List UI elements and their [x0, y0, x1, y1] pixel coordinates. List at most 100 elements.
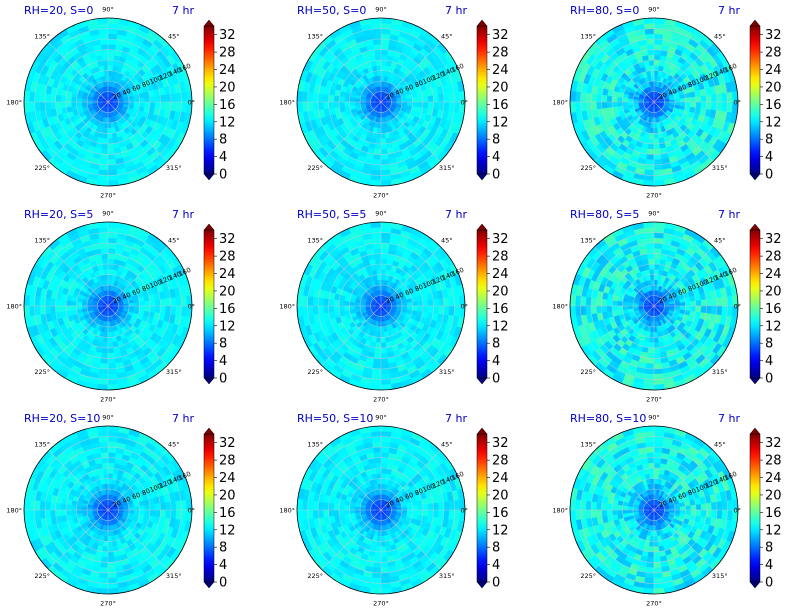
- heatmap-cell: [81, 98, 88, 103]
- heatmap-cell: [307, 92, 314, 103]
- heatmap-cell: [417, 101, 424, 108]
- heatmap-cell: [396, 101, 403, 105]
- angle-tick-label: 270°: [100, 395, 116, 403]
- heatmap-cell: [354, 302, 361, 307]
- heatmap-cell: [60, 101, 67, 109]
- panel-time: 7 hr: [445, 4, 467, 17]
- heatmap-cell: [649, 127, 655, 134]
- colorbar-tick-label: 20: [219, 80, 236, 95]
- angle-tick-label: 270°: [373, 395, 389, 403]
- colorbar-extend-min: [203, 377, 215, 385]
- heatmap-cell: [317, 101, 324, 111]
- heatmap-cell: [373, 352, 382, 359]
- heatmap-cell: [427, 101, 434, 110]
- heatmap-cell: [674, 101, 681, 106]
- heatmap-cell: [705, 101, 712, 110]
- heatmap-cell: [596, 298, 603, 307]
- heatmap-cell: [700, 101, 707, 110]
- heatmap-cell: [102, 138, 109, 145]
- heatmap-cell: [107, 232, 118, 239]
- heatmap-cell: [644, 232, 655, 239]
- colorbar-tick-label: 0: [219, 372, 227, 387]
- angle-tick-label: 180°: [6, 98, 22, 106]
- panel-title: RH=50, S=5: [297, 208, 366, 221]
- heatmap-cell: [102, 59, 109, 66]
- heatmap-cell: [651, 321, 655, 328]
- heatmap-cell: [647, 258, 655, 265]
- heatmap-cell: [622, 301, 629, 307]
- colorbar-tick-label: 32: [219, 28, 236, 43]
- angle-tick-label: 45°: [441, 33, 453, 41]
- heatmap-cell: [443, 92, 450, 103]
- heatmap-cell: [328, 94, 335, 103]
- heatmap-cell: [705, 94, 712, 103]
- colorbar-tick-label: 20: [765, 80, 782, 95]
- angle-tick-label: 315°: [439, 164, 455, 172]
- colorbar-extend-max: [476, 223, 488, 231]
- angle-tick-label: 225°: [580, 368, 596, 376]
- colorbar-tick-label: 4: [492, 354, 500, 369]
- colorbar-tick-label: 20: [492, 80, 509, 95]
- heatmap-cell: [601, 305, 608, 314]
- heatmap-cell: [644, 28, 655, 35]
- heatmap-cell: [107, 373, 118, 380]
- heatmap-cell: [133, 305, 140, 311]
- heatmap-cell: [338, 96, 345, 103]
- colorbar-tick-label: 32: [219, 232, 236, 247]
- angle-tick-label: 45°: [714, 33, 726, 41]
- heatmap-cell: [417, 305, 424, 312]
- panel-title: RH=20, S=10: [24, 412, 100, 425]
- heatmap-cell: [716, 101, 723, 112]
- heatmap-cell: [102, 342, 109, 349]
- heatmap-cell: [60, 299, 67, 307]
- heatmap-cell: [380, 28, 391, 35]
- heatmap-cell: [380, 342, 387, 349]
- heatmap-cell: [149, 95, 156, 103]
- heatmap-cell: [448, 296, 455, 307]
- heatmap-cell: [380, 59, 387, 66]
- heatmap-cell: [711, 101, 718, 111]
- heatmap-cell: [438, 93, 445, 103]
- heatmap-cell: [644, 33, 655, 40]
- colorbar-tick-label: 32: [765, 28, 782, 43]
- heatmap-cell: [144, 300, 151, 307]
- heatmap-cell: [653, 284, 657, 291]
- colorbar-gradient: [203, 25, 215, 175]
- heatmap-cell: [653, 59, 660, 66]
- heatmap-cell: [653, 33, 664, 40]
- heatmap-cell: [432, 94, 439, 103]
- heatmap-cell: [375, 133, 382, 139]
- heatmap-cell: [646, 49, 655, 56]
- heatmap-cell: [679, 305, 686, 311]
- panel-5: RH=50, S=5 7 hr90°45°0°315°270°225°180°13…: [279, 208, 508, 403]
- heatmap-cell: [396, 305, 403, 309]
- heatmap-cell: [44, 93, 51, 103]
- heatmap-cell: [107, 169, 118, 176]
- heatmap-cell: [711, 297, 718, 307]
- heatmap-cell: [648, 138, 655, 145]
- heatmap-cell: [653, 54, 661, 61]
- heatmap-cell: [65, 300, 72, 307]
- colorbar-tick-label: 8: [492, 133, 500, 148]
- heatmap-cell: [307, 101, 314, 112]
- heatmap-cell: [700, 305, 707, 314]
- colorbar-tick-label: 8: [219, 133, 227, 148]
- angle-tick-label: 225°: [34, 368, 50, 376]
- panel-title: RH=50, S=0: [297, 4, 366, 17]
- colorbar-tick-label: 24: [492, 267, 509, 282]
- heatmap-cell: [99, 242, 109, 249]
- heatmap-cell: [711, 93, 718, 103]
- heatmap-cell: [344, 300, 350, 307]
- heatmap-cell: [380, 248, 389, 255]
- heatmap-cell: [86, 99, 93, 103]
- heatmap-cell: [653, 242, 663, 249]
- heatmap-cell: [412, 305, 418, 312]
- heatmap-cell: [50, 101, 57, 110]
- heatmap-cell: [646, 248, 655, 255]
- panel-2: RH=50, S=0 7 hr90°45°0°315°270°225°180°13…: [279, 4, 508, 199]
- heatmap-cell: [653, 248, 662, 255]
- heatmap-cell: [373, 253, 382, 260]
- heatmap-cell: [107, 44, 116, 51]
- heatmap-cell: [374, 54, 382, 61]
